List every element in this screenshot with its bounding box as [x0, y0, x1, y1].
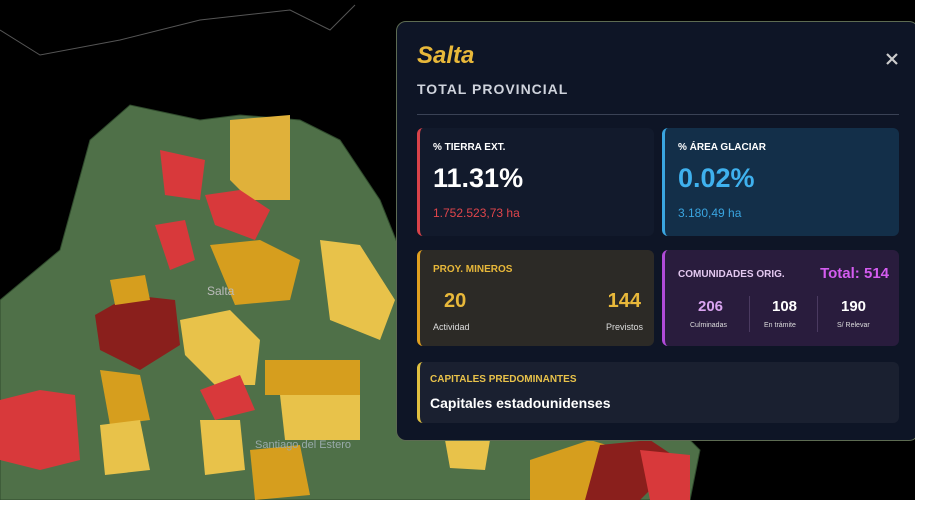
- stat-value: 20: [444, 290, 467, 312]
- divider: [817, 296, 818, 332]
- region: [445, 440, 490, 470]
- card-value: Capitales estadounidenses: [430, 395, 611, 411]
- region: [180, 310, 260, 385]
- close-button[interactable]: [883, 50, 903, 70]
- card-value: 11.31%: [433, 163, 524, 193]
- capitales-card: CAPITALES PREDOMINANTES Capitales estado…: [417, 362, 899, 423]
- stat-value: 206: [698, 298, 724, 315]
- card-label: % ÁREA GLACIAR: [678, 142, 766, 153]
- map-label: Salta: [207, 284, 235, 298]
- stat-label: Previstos: [605, 322, 643, 332]
- mineros-card: PROY. MINEROS 20 Actividad 144 Previstos: [417, 250, 654, 346]
- region: [200, 375, 255, 420]
- stat-value: 144: [607, 290, 641, 312]
- region: [265, 360, 360, 395]
- region: [250, 445, 310, 500]
- region: [110, 275, 150, 305]
- comunidades-card: COMUNIDADES ORIG. Total: 514 206 Culmina…: [662, 250, 899, 346]
- card-value: 0.02%: [678, 163, 755, 193]
- map-label: Santiago del Estero: [255, 439, 351, 451]
- glaciar-card: % ÁREA GLACIAR 0.02% 3.180,49 ha: [662, 128, 899, 236]
- card-label: COMUNIDADES ORIG.: [678, 269, 785, 280]
- panel-title: Salta: [417, 42, 475, 69]
- card-label: % TIERRA EXT.: [433, 142, 506, 153]
- info-panel: Salta TOTAL PROVINCIAL % TIERRA EXT. 11.…: [396, 21, 915, 441]
- tierra-card: % TIERRA EXT. 11.31% 1.752.523,73 ha: [417, 128, 654, 236]
- stat-label: Culminadas: [690, 322, 727, 329]
- card-label: CAPITALES PREDOMINANTES: [430, 374, 577, 385]
- divider: [417, 114, 899, 115]
- stat-label: Actividad: [433, 322, 470, 332]
- region: [100, 370, 150, 425]
- panel-subtitle: TOTAL PROVINCIAL: [417, 81, 569, 97]
- stat-value: 190: [841, 298, 867, 315]
- region: [280, 395, 360, 440]
- region: [205, 190, 270, 240]
- stat-value: 108: [772, 298, 798, 315]
- border-line: [0, 4, 356, 56]
- region: [200, 420, 245, 475]
- region: [640, 450, 690, 500]
- region: [160, 150, 205, 200]
- region: [100, 420, 150, 475]
- card-label: PROY. MINEROS: [433, 264, 513, 275]
- region: [155, 220, 195, 270]
- region: [320, 240, 395, 340]
- card-total: Total: 514: [820, 265, 889, 282]
- card-detail: 1.752.523,73 ha: [433, 206, 520, 220]
- region: [230, 115, 290, 200]
- screen: Salta Santiago del Estero Salta TOTAL PR…: [0, 0, 915, 500]
- region: [210, 240, 300, 305]
- stat-label: S/ Relevar: [837, 322, 870, 329]
- card-detail: 3.180,49 ha: [678, 206, 742, 220]
- region: [95, 295, 180, 370]
- divider: [749, 296, 750, 332]
- region: [0, 390, 80, 470]
- stat-label: En trámite: [764, 322, 796, 329]
